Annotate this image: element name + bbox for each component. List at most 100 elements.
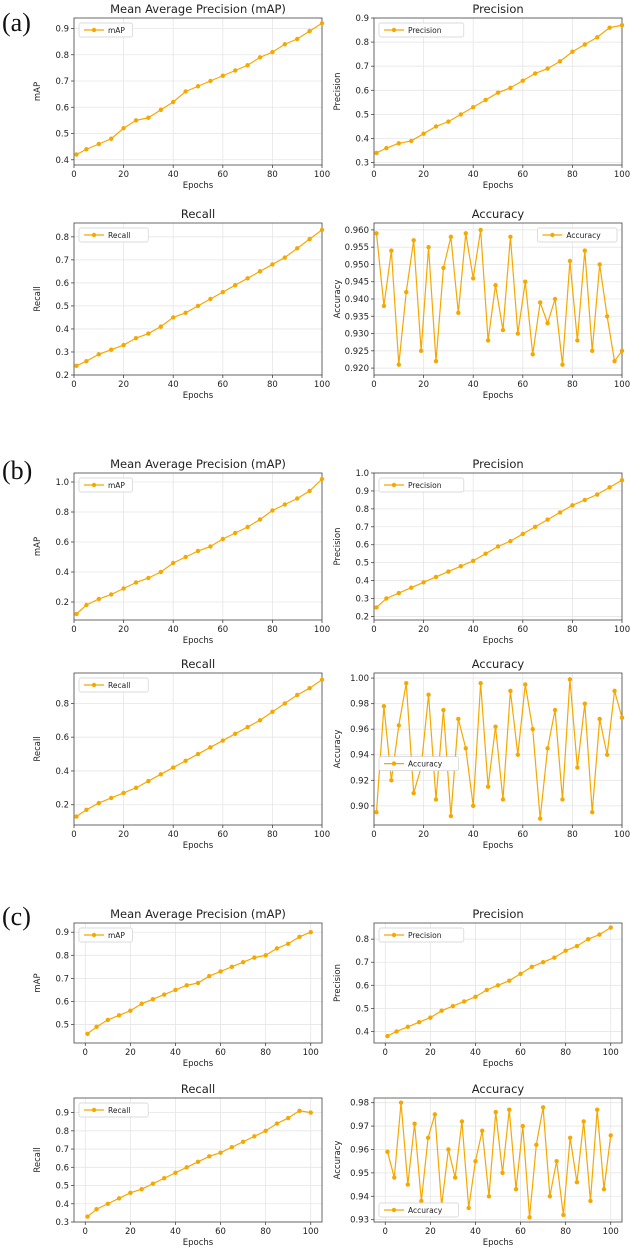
data-point — [85, 1214, 90, 1219]
data-point — [547, 1194, 553, 1199]
data-point — [405, 1024, 411, 1030]
y-axis-label: mAP — [33, 82, 43, 101]
data-point — [96, 596, 102, 602]
data-point — [245, 63, 250, 68]
data-point — [158, 107, 163, 113]
data-point — [508, 85, 513, 91]
data-point — [233, 731, 238, 736]
data-point — [270, 262, 275, 267]
data-point — [161, 992, 167, 997]
x-tick-label: 20 — [425, 1048, 436, 1058]
data-point — [171, 315, 176, 320]
data-point — [233, 282, 238, 288]
data-point — [471, 276, 476, 281]
chart-title: Mean Average Precision (mAP) — [110, 2, 286, 16]
data-point — [218, 1150, 223, 1155]
data-point — [195, 84, 201, 89]
data-point — [439, 1008, 444, 1013]
x-tick-label: 80 — [267, 380, 278, 390]
data-point — [233, 68, 238, 73]
chart-title: Accuracy — [472, 207, 525, 221]
x-tick-label: 80 — [567, 830, 578, 840]
data-point — [459, 1119, 465, 1124]
data-point — [195, 751, 201, 757]
data-point — [94, 1024, 99, 1030]
x-tick-label: 80 — [560, 1048, 571, 1058]
data-point — [486, 1194, 492, 1199]
data-point — [508, 234, 513, 240]
x-tick-label: 20 — [118, 830, 129, 840]
legend-box — [378, 1202, 459, 1218]
y-tick-label: 0.955 — [345, 243, 369, 253]
grid — [73, 18, 323, 165]
data-point — [428, 1015, 433, 1020]
data-point — [458, 564, 463, 569]
data-point — [575, 765, 580, 770]
x-axis-label: Epochs — [183, 1238, 214, 1248]
x-tick-label: 60 — [515, 1227, 526, 1237]
data-point — [133, 580, 139, 585]
data-point — [590, 348, 595, 354]
data-point — [274, 946, 280, 951]
data-point — [208, 296, 213, 302]
y-tick-label: 0.5 — [55, 1182, 69, 1192]
legend-label: Accuracy — [408, 760, 443, 769]
data-point — [607, 25, 612, 30]
data-point — [392, 1175, 397, 1180]
data-point — [478, 681, 483, 686]
data-point — [601, 1187, 607, 1192]
data-point — [158, 324, 163, 329]
data-point — [473, 1158, 478, 1164]
data-point — [480, 1128, 485, 1133]
x-tick-label: 80 — [267, 830, 278, 840]
data-point — [161, 1176, 167, 1181]
data-point — [607, 485, 612, 490]
data-point — [374, 150, 379, 156]
y-tick-label: 0.9 — [355, 487, 369, 497]
grid — [374, 923, 622, 1043]
data-point — [270, 508, 275, 513]
data-point — [307, 686, 312, 691]
y-tick-label: 0.7 — [55, 1145, 69, 1155]
data-point — [582, 248, 587, 253]
x-tick-label: 0 — [371, 170, 376, 180]
data-point — [398, 1100, 404, 1105]
data-point — [608, 925, 613, 930]
y-tick-label: 0.7 — [55, 974, 69, 984]
data-point — [274, 1121, 280, 1126]
data-point — [94, 1207, 99, 1212]
x-tick-label: 20 — [125, 1048, 136, 1058]
x-tick-label: 60 — [215, 1227, 226, 1237]
y-tick-label: 0.8 — [55, 699, 69, 709]
series-line — [76, 229, 323, 367]
data-point — [441, 707, 446, 713]
series-line — [76, 679, 323, 818]
data-point — [619, 715, 625, 720]
data-point — [426, 244, 431, 250]
data-point — [557, 59, 563, 64]
y-tick-label: 0.8 — [355, 935, 369, 945]
grid — [73, 473, 323, 620]
legend: mAP — [78, 477, 133, 493]
data-point — [133, 118, 139, 123]
x-tick-label: 0 — [71, 830, 76, 840]
chart-title: Mean Average Precision (mAP) — [110, 907, 286, 921]
chart-title: Recall — [181, 1082, 215, 1096]
plot-frame — [73, 222, 323, 376]
data-point — [507, 978, 512, 983]
data-point — [146, 575, 151, 581]
data-point — [158, 772, 163, 777]
x-axis-label: Epochs — [183, 181, 214, 191]
x-tick-label: 40 — [468, 830, 479, 840]
plot-frame — [373, 922, 623, 1044]
y-tick-label: 0.6 — [55, 733, 69, 743]
chart-5: Mean Average Precision (mAP) 0.2 0.4 0.6 0.8… — [33, 457, 330, 646]
data-point — [485, 784, 491, 789]
data-point — [295, 692, 300, 698]
x-tick-label: 60 — [217, 170, 228, 180]
y-tick-label: 0.4 — [55, 568, 69, 578]
x-tick-label: 100 — [603, 1227, 619, 1237]
legend-box — [378, 22, 465, 38]
x-tick-label: 0 — [371, 625, 376, 635]
data-point — [150, 996, 156, 1002]
